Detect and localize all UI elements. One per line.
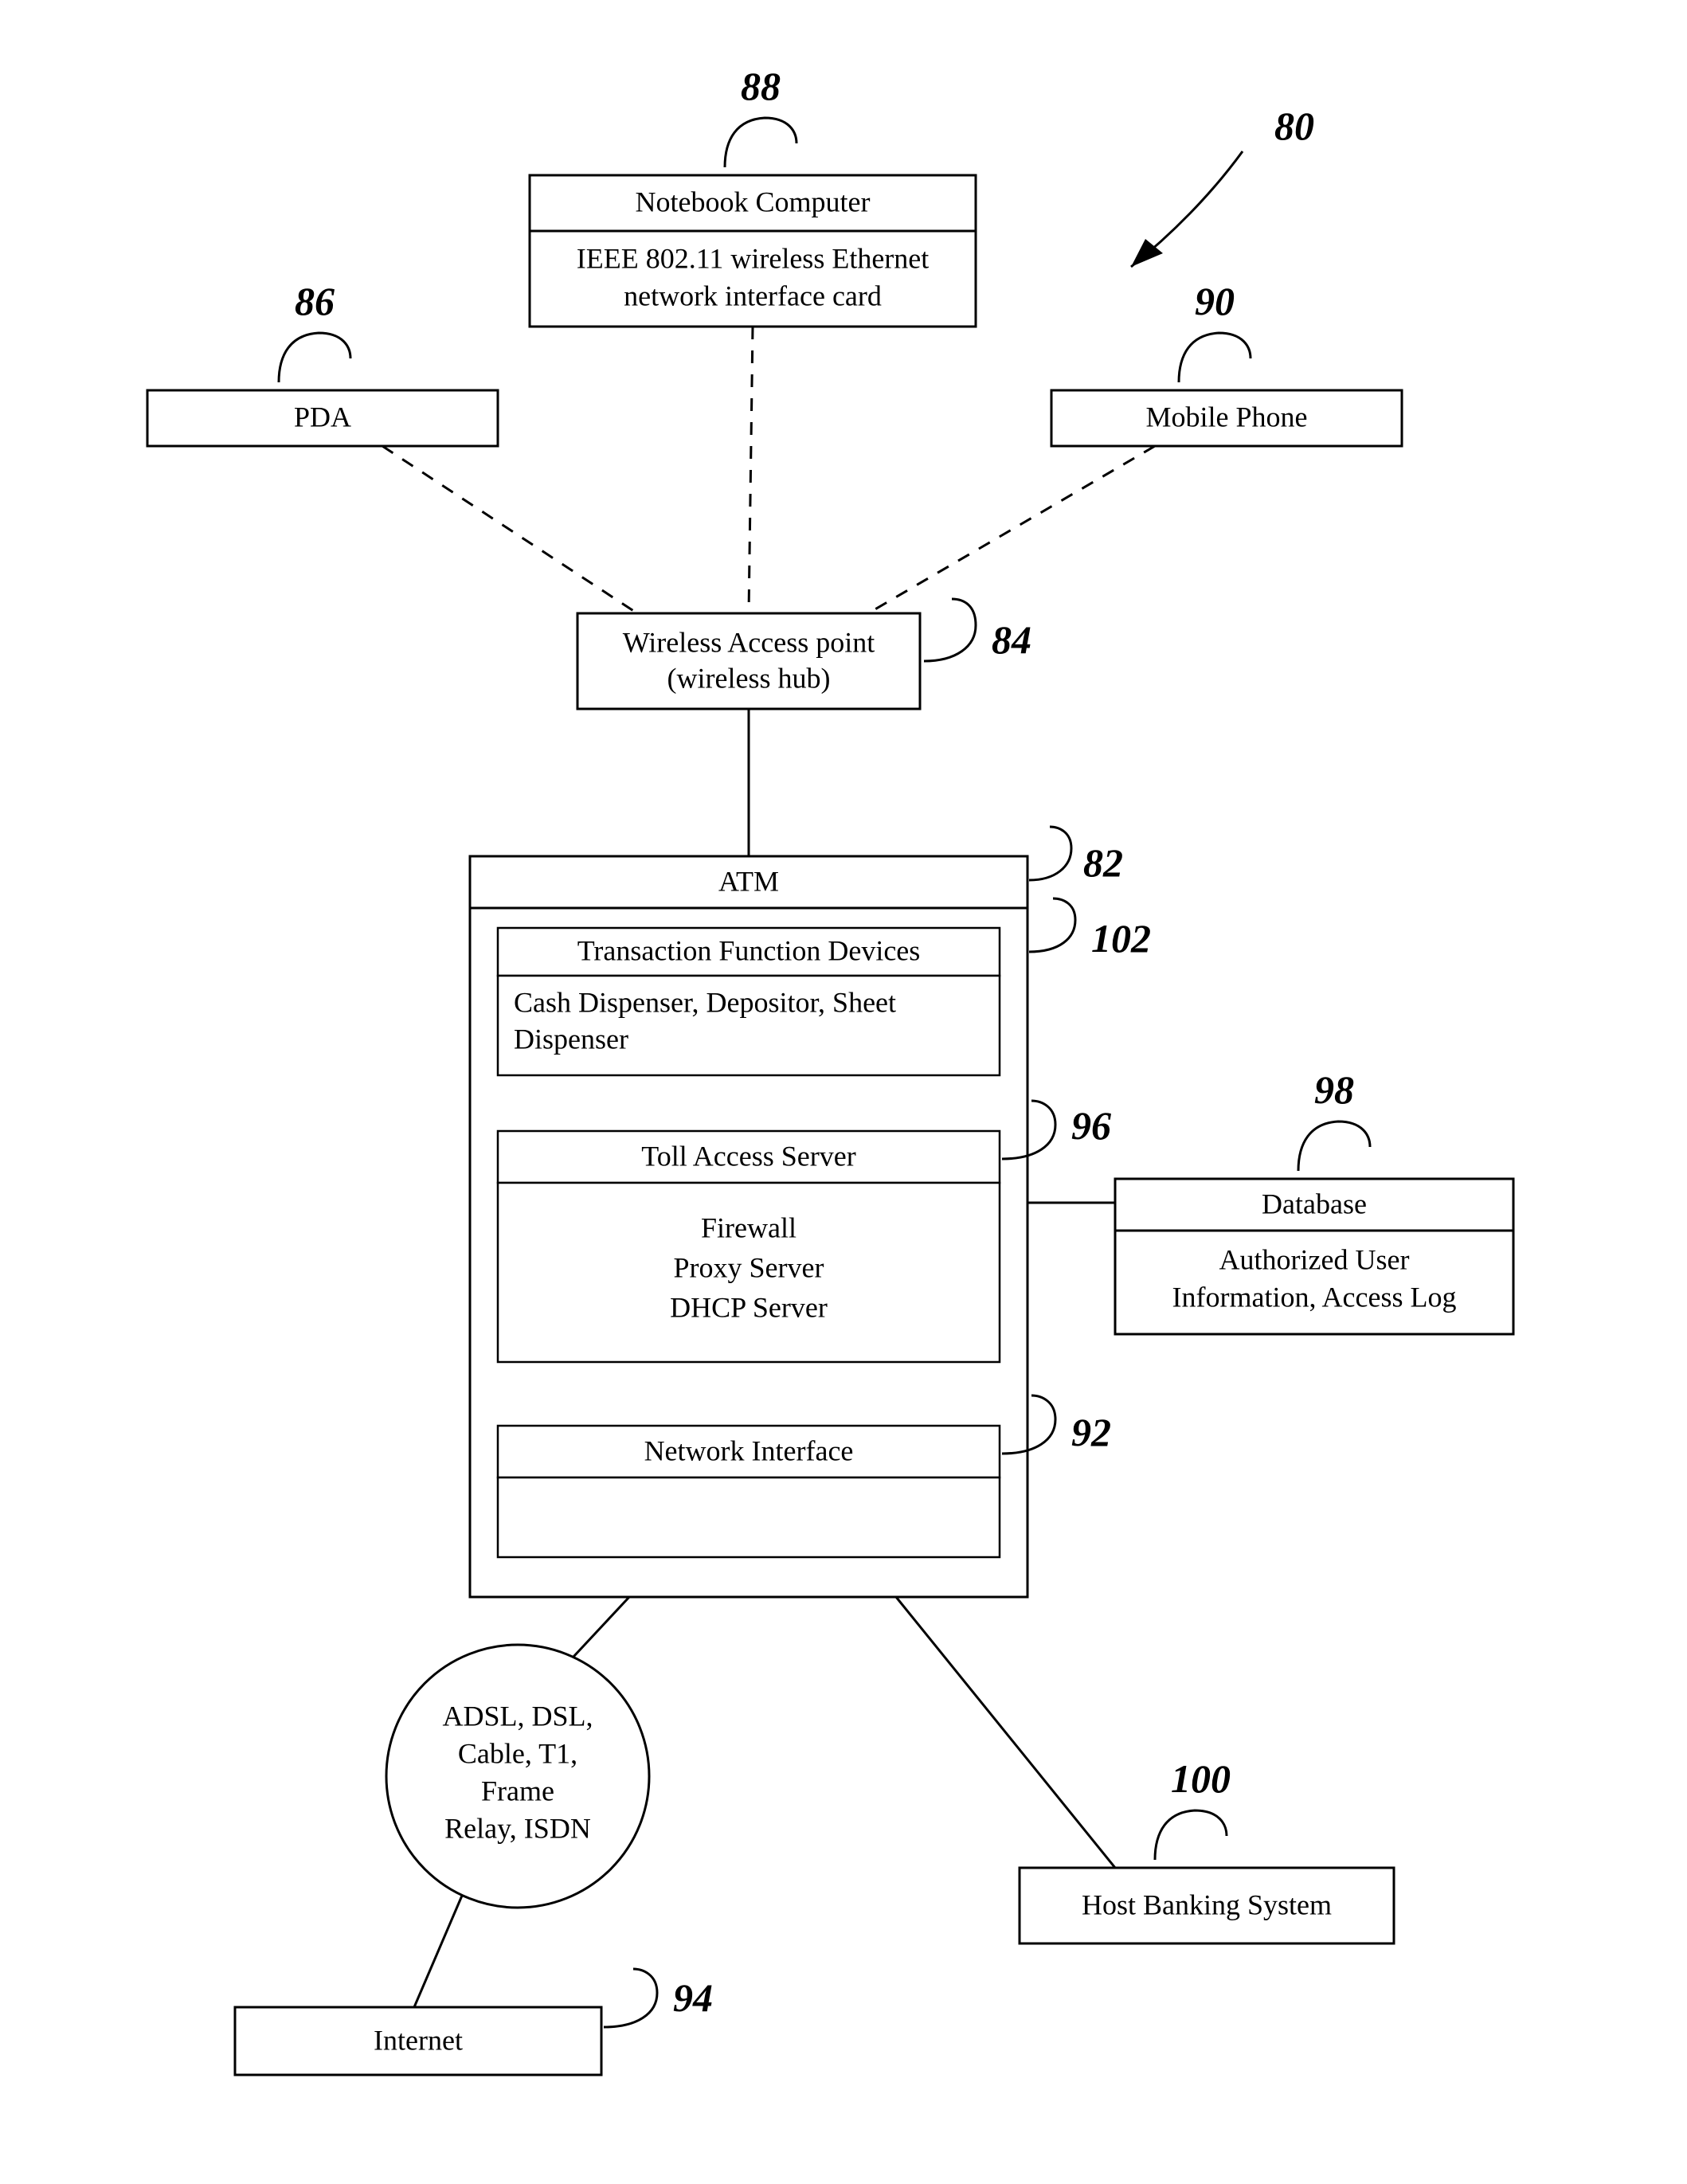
ni-title: Network Interface [644, 1434, 854, 1466]
node-connection-circle: ADSL, DSL, Cable, T1, Frame Relay, ISDN [386, 1645, 649, 1908]
ref-100: 100 [1171, 1756, 1231, 1801]
node-atm: ATM Transaction Function Devices Cash Di… [470, 856, 1027, 1597]
ref-hook-100: 100 [1155, 1756, 1231, 1860]
ref-88: 88 [741, 64, 781, 108]
node-wap: Wireless Access point (wireless hub) [577, 613, 920, 709]
ref-102: 102 [1091, 916, 1151, 961]
db-title: Database [1262, 1188, 1367, 1219]
host-title: Host Banking System [1082, 1888, 1332, 1920]
tfd-line1: Cash Dispenser, Depositor, Sheet [514, 986, 896, 1018]
wap-line2: (wireless hub) [667, 662, 831, 694]
ref-hook-82: 82 [1029, 827, 1123, 885]
ref-hook-88: 88 [725, 64, 797, 167]
db-line2: Information, Access Log [1172, 1281, 1457, 1313]
ref-80: 80 [1274, 104, 1314, 148]
conn-line1: ADSL, DSL, [442, 1700, 593, 1732]
wap-line1: Wireless Access point [623, 626, 875, 658]
notebook-sub1: IEEE 802.11 wireless Ethernet [577, 242, 930, 274]
edge-circle-internet [414, 1896, 462, 2007]
node-mobile: Mobile Phone [1051, 390, 1402, 446]
node-tas: Toll Access Server Firewall Proxy Server… [498, 1131, 1000, 1362]
conn-line3: Frame [481, 1775, 554, 1806]
notebook-sub2: network interface card [624, 280, 882, 311]
ref-hook-84: 84 [924, 599, 1031, 662]
ref-hook-98: 98 [1298, 1067, 1370, 1171]
internet-title: Internet [374, 2024, 463, 2056]
db-line1: Authorized User [1219, 1243, 1410, 1275]
tas-title: Toll Access Server [641, 1140, 855, 1172]
atm-title: ATM [718, 865, 779, 897]
edge-pda-wap [382, 446, 637, 613]
ref-92: 92 [1071, 1410, 1111, 1454]
tas-line1: Firewall [701, 1211, 797, 1243]
edge-notebook-wap [749, 327, 753, 613]
tfd-line2: Dispenser [514, 1023, 628, 1055]
ref-hook-102: 102 [1029, 898, 1151, 961]
ref-90: 90 [1195, 279, 1235, 323]
node-ni: Network Interface [498, 1426, 1000, 1557]
diagram-root: 80 Notebook Computer IEEE 802.11 wireles… [0, 0, 1687, 2184]
mobile-title: Mobile Phone [1146, 401, 1308, 432]
edge-mobile-wap [868, 446, 1155, 613]
node-database: Database Authorized User Information, Ac… [1115, 1179, 1513, 1334]
conn-line4: Relay, ISDN [444, 1812, 591, 1844]
edge-atm-host [896, 1597, 1115, 1868]
edge-atm-circle [573, 1597, 629, 1657]
node-host: Host Banking System [1020, 1868, 1394, 1943]
node-notebook: Notebook Computer IEEE 802.11 wireless E… [530, 175, 976, 327]
ref-hook-90: 90 [1179, 279, 1251, 382]
ref-98: 98 [1314, 1067, 1354, 1112]
ref-86: 86 [295, 279, 335, 323]
pda-title: PDA [294, 401, 351, 432]
notebook-title: Notebook Computer [636, 186, 871, 217]
ref-82: 82 [1083, 840, 1123, 885]
ref-hook-94: 94 [604, 1969, 713, 2027]
conn-line2: Cable, T1, [458, 1737, 577, 1769]
node-internet: Internet [235, 2007, 601, 2075]
node-pda: PDA [147, 390, 498, 446]
tas-line2: Proxy Server [674, 1251, 824, 1283]
ref-hook-86: 86 [279, 279, 350, 382]
node-tfd: Transaction Function Devices Cash Dispen… [498, 928, 1000, 1075]
ref-96: 96 [1071, 1103, 1111, 1148]
ref-94: 94 [673, 1975, 713, 2020]
ref-84: 84 [992, 617, 1031, 662]
tfd-title: Transaction Function Devices [577, 934, 921, 966]
tas-line3: DHCP Server [670, 1291, 828, 1323]
ref-arrow-80: 80 [1131, 104, 1314, 267]
